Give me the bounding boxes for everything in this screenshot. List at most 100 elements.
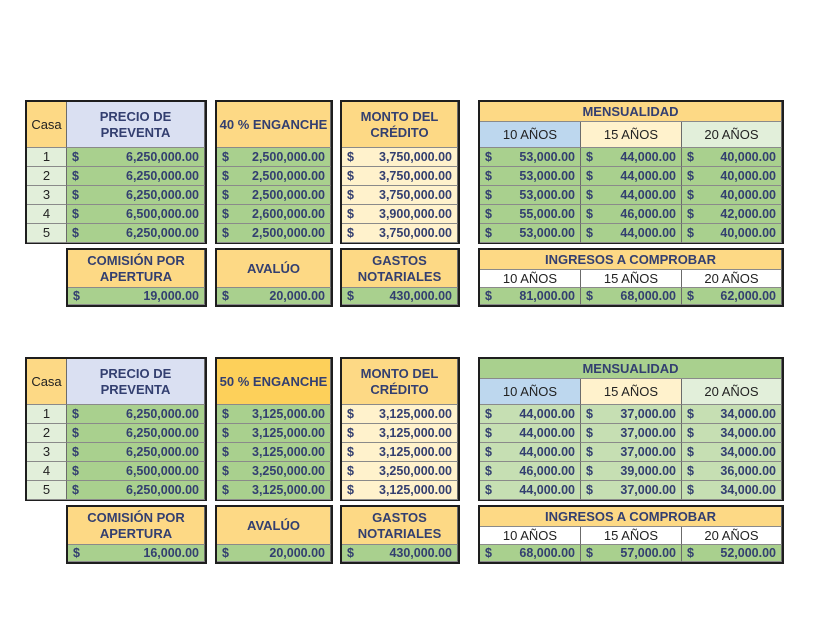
- monto-cell[interactable]: $3,125,000.00: [342, 405, 458, 424]
- mensualidad-years-0[interactable]: 10 AÑOS: [480, 122, 581, 148]
- ingresos-value[interactable]: $68,000.00: [581, 288, 682, 305]
- monto-cell[interactable]: $3,750,000.00: [342, 186, 458, 205]
- monto-cell[interactable]: $3,125,000.00: [342, 481, 458, 500]
- comision-header[interactable]: COMISIÓN POR APERTURA: [68, 250, 205, 288]
- mensualidad-cell[interactable]: $53,000.00: [480, 167, 581, 186]
- ingresos-header[interactable]: INGRESOS A COMPROBAR: [480, 250, 782, 270]
- casa-cell[interactable]: 5: [27, 481, 67, 500]
- mensualidad-cell[interactable]: $53,000.00: [480, 186, 581, 205]
- casa-cell[interactable]: 4: [27, 205, 67, 224]
- mensualidad-cell[interactable]: $55,000.00: [480, 205, 581, 224]
- enganche-cell[interactable]: $2,500,000.00: [217, 148, 331, 167]
- casa-cell[interactable]: 2: [27, 167, 67, 186]
- ingresos-value[interactable]: $81,000.00: [480, 288, 581, 305]
- precio-cell[interactable]: $6,250,000.00: [67, 167, 205, 186]
- mensualidad-cell[interactable]: $34,000.00: [682, 481, 782, 500]
- mensualidad-cell[interactable]: $34,000.00: [682, 405, 782, 424]
- casa-cell[interactable]: 1: [27, 405, 67, 424]
- precio-cell[interactable]: $6,250,000.00: [67, 148, 205, 167]
- casa-cell[interactable]: 4: [27, 462, 67, 481]
- mensualidad-cell[interactable]: $44,000.00: [581, 186, 682, 205]
- mensualidad-header[interactable]: MENSUALIDAD: [480, 359, 782, 379]
- mensualidad-cell[interactable]: $37,000.00: [581, 481, 682, 500]
- mensualidad-cell[interactable]: $42,000.00: [682, 205, 782, 224]
- mensualidad-cell[interactable]: $46,000.00: [480, 462, 581, 481]
- enganche-cell[interactable]: $2,500,000.00: [217, 167, 331, 186]
- precio-cell[interactable]: $6,500,000.00: [67, 205, 205, 224]
- enganche-cell[interactable]: $2,600,000.00: [217, 205, 331, 224]
- monto-cell[interactable]: $3,125,000.00: [342, 424, 458, 443]
- ingresos-header[interactable]: INGRESOS A COMPROBAR: [480, 507, 782, 527]
- monto-cell[interactable]: $3,900,000.00: [342, 205, 458, 224]
- comision-header[interactable]: COMISIÓN POR APERTURA: [68, 507, 205, 545]
- mensualidad-cell[interactable]: $40,000.00: [682, 167, 782, 186]
- ingresos-years-0[interactable]: 10 AÑOS: [480, 270, 581, 288]
- precio-cell[interactable]: $6,250,000.00: [67, 481, 205, 500]
- mensualidad-cell[interactable]: $44,000.00: [480, 481, 581, 500]
- casa-cell[interactable]: 2: [27, 424, 67, 443]
- casa-cell[interactable]: 1: [27, 148, 67, 167]
- mensualidad-cell[interactable]: $37,000.00: [581, 424, 682, 443]
- enganche-cell[interactable]: $3,125,000.00: [217, 443, 331, 462]
- enganche-header[interactable]: 50 % ENGANCHE: [217, 359, 331, 405]
- mensualidad-cell[interactable]: $44,000.00: [581, 224, 682, 243]
- enganche-cell[interactable]: $3,125,000.00: [217, 424, 331, 443]
- avaluo-header[interactable]: AVALÚO: [217, 250, 331, 288]
- precio-cell[interactable]: $6,500,000.00: [67, 462, 205, 481]
- ingresos-value[interactable]: $57,000.00: [581, 545, 682, 562]
- enganche-cell[interactable]: $3,125,000.00: [217, 481, 331, 500]
- mensualidad-cell[interactable]: $44,000.00: [581, 167, 682, 186]
- mensualidad-cell[interactable]: $39,000.00: [581, 462, 682, 481]
- ingresos-years-2[interactable]: 20 AÑOS: [682, 270, 782, 288]
- ingresos-value[interactable]: $62,000.00: [682, 288, 782, 305]
- mensualidad-cell[interactable]: $44,000.00: [480, 424, 581, 443]
- precio-header[interactable]: PRECIO DE PREVENTA: [67, 102, 205, 148]
- mensualidad-cell[interactable]: $44,000.00: [480, 443, 581, 462]
- enganche-cell[interactable]: $2,500,000.00: [217, 224, 331, 243]
- mensualidad-cell[interactable]: $34,000.00: [682, 424, 782, 443]
- casa-cell[interactable]: 3: [27, 186, 67, 205]
- monto-cell[interactable]: $3,125,000.00: [342, 443, 458, 462]
- monto-cell[interactable]: $3,750,000.00: [342, 148, 458, 167]
- monto-header[interactable]: MONTO DEL CRÉDITO: [342, 359, 458, 405]
- ingresos-value[interactable]: $52,000.00: [682, 545, 782, 562]
- mensualidad-years-2[interactable]: 20 AÑOS: [682, 379, 782, 405]
- mensualidad-cell[interactable]: $40,000.00: [682, 224, 782, 243]
- ingresos-years-1[interactable]: 15 AÑOS: [581, 527, 682, 545]
- avaluo-value[interactable]: $20,000.00: [217, 545, 331, 562]
- precio-header[interactable]: PRECIO DE PREVENTA: [67, 359, 205, 405]
- ingresos-years-2[interactable]: 20 AÑOS: [682, 527, 782, 545]
- mensualidad-cell[interactable]: $40,000.00: [682, 186, 782, 205]
- precio-cell[interactable]: $6,250,000.00: [67, 424, 205, 443]
- gastos-header[interactable]: GASTOS NOTARIALES: [342, 250, 458, 288]
- mensualidad-cell[interactable]: $34,000.00: [682, 443, 782, 462]
- ingresos-years-0[interactable]: 10 AÑOS: [480, 527, 581, 545]
- mensualidad-years-0[interactable]: 10 AÑOS: [480, 379, 581, 405]
- precio-cell[interactable]: $6,250,000.00: [67, 224, 205, 243]
- mensualidad-cell[interactable]: $40,000.00: [682, 148, 782, 167]
- mensualidad-cell[interactable]: $36,000.00: [682, 462, 782, 481]
- enganche-header[interactable]: 40 % ENGANCHE: [217, 102, 331, 148]
- casa-cell[interactable]: 5: [27, 224, 67, 243]
- mensualidad-cell[interactable]: $37,000.00: [581, 443, 682, 462]
- comision-value[interactable]: $16,000.00: [68, 545, 205, 562]
- mensualidad-years-2[interactable]: 20 AÑOS: [682, 122, 782, 148]
- enganche-cell[interactable]: $2,500,000.00: [217, 186, 331, 205]
- avaluo-value[interactable]: $20,000.00: [217, 288, 331, 305]
- gastos-header[interactable]: GASTOS NOTARIALES: [342, 507, 458, 545]
- mensualidad-cell[interactable]: $44,000.00: [581, 148, 682, 167]
- monto-cell[interactable]: $3,250,000.00: [342, 462, 458, 481]
- mensualidad-cell[interactable]: $53,000.00: [480, 224, 581, 243]
- monto-cell[interactable]: $3,750,000.00: [342, 167, 458, 186]
- casa-header[interactable]: Casa: [27, 102, 67, 148]
- casa-header[interactable]: Casa: [27, 359, 67, 405]
- avaluo-header[interactable]: AVALÚO: [217, 507, 331, 545]
- mensualidad-cell[interactable]: $46,000.00: [581, 205, 682, 224]
- precio-cell[interactable]: $6,250,000.00: [67, 443, 205, 462]
- monto-cell[interactable]: $3,750,000.00: [342, 224, 458, 243]
- gastos-value[interactable]: $430,000.00: [342, 288, 458, 305]
- precio-cell[interactable]: $6,250,000.00: [67, 186, 205, 205]
- mensualidad-cell[interactable]: $44,000.00: [480, 405, 581, 424]
- mensualidad-cell[interactable]: $53,000.00: [480, 148, 581, 167]
- mensualidad-header[interactable]: MENSUALIDAD: [480, 102, 782, 122]
